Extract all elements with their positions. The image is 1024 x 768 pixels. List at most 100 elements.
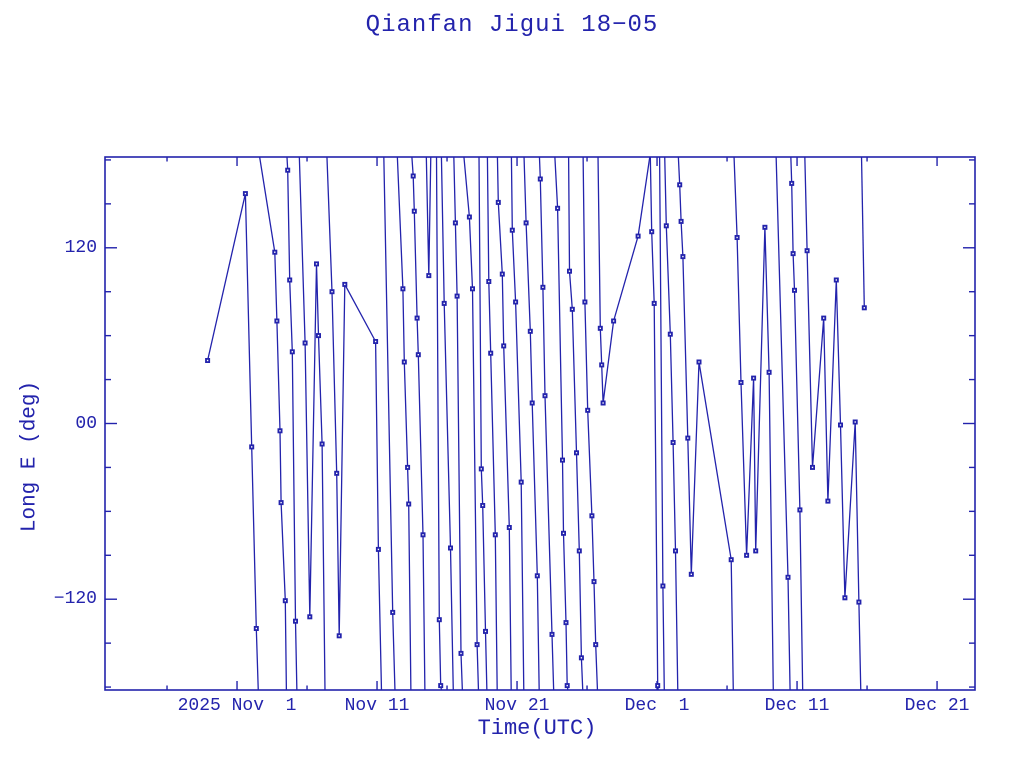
data-point-marker-center bbox=[488, 280, 490, 283]
data-point-marker-center bbox=[244, 192, 247, 195]
series-segment bbox=[567, 157, 584, 690]
data-point-marker-center bbox=[599, 327, 601, 329]
data-point-marker-center bbox=[542, 286, 544, 288]
data-point-marker-center bbox=[422, 534, 424, 536]
data-point-marker-center bbox=[529, 330, 531, 332]
series-segment bbox=[860, 157, 865, 308]
data-point-marker-center bbox=[601, 364, 603, 366]
data-point-marker-center bbox=[284, 600, 286, 602]
data-point-marker-center bbox=[561, 459, 564, 461]
data-point-marker-center bbox=[321, 443, 323, 445]
data-point-marker-center bbox=[428, 274, 430, 277]
series-segment bbox=[733, 157, 774, 690]
data-point-marker-center bbox=[680, 220, 682, 223]
series-segment bbox=[554, 157, 569, 690]
data-point-marker-center bbox=[412, 175, 414, 177]
data-point-marker-center bbox=[291, 351, 293, 353]
data-point-marker-center bbox=[468, 216, 471, 218]
data-point-marker-center bbox=[562, 532, 565, 534]
data-point-marker-center bbox=[514, 301, 517, 303]
data-point-marker-center bbox=[587, 409, 589, 411]
series-segment bbox=[425, 157, 432, 276]
data-point-marker-center bbox=[565, 621, 567, 624]
data-point-marker-center bbox=[408, 503, 410, 505]
data-point-marker-center bbox=[406, 466, 409, 469]
series-segment bbox=[298, 157, 326, 690]
data-point-marker-center bbox=[490, 352, 492, 354]
series-segment bbox=[510, 157, 525, 690]
data-point-marker-center bbox=[556, 207, 559, 209]
data-point-marker-center bbox=[764, 226, 766, 228]
data-point-marker-center bbox=[456, 295, 458, 297]
data-point-marker-center bbox=[476, 643, 478, 646]
data-point-marker-center bbox=[755, 550, 757, 552]
data-point-marker-center bbox=[417, 354, 419, 356]
data-point-marker-center bbox=[374, 340, 377, 343]
data-point-marker-center bbox=[480, 468, 482, 470]
data-point-marker-center bbox=[280, 501, 282, 504]
data-point-marker-center bbox=[344, 283, 346, 286]
data-point-marker-center bbox=[484, 630, 487, 633]
data-point-marker-center bbox=[679, 184, 681, 186]
data-point-marker-center bbox=[651, 231, 653, 233]
series-segment bbox=[453, 157, 463, 690]
data-point-marker-center bbox=[460, 652, 462, 655]
series-segment bbox=[664, 157, 679, 690]
x-tick-label: Nov 11 bbox=[344, 696, 410, 716]
series-segment bbox=[775, 157, 791, 690]
data-point-marker-center bbox=[791, 182, 793, 185]
data-point-marker-center bbox=[571, 308, 573, 310]
data-point-marker-center bbox=[508, 526, 510, 529]
data-point-marker-center bbox=[799, 509, 801, 511]
data-point-marker-center bbox=[793, 289, 796, 291]
data-point-marker-center bbox=[255, 627, 257, 630]
data-point-marker-center bbox=[730, 559, 732, 561]
data-point-marker-center bbox=[206, 359, 209, 362]
data-point-marker-center bbox=[823, 317, 825, 319]
data-point-marker-center bbox=[544, 395, 546, 397]
data-point-marker-center bbox=[844, 597, 846, 599]
data-point-marker-center bbox=[835, 279, 837, 281]
data-point-marker-center bbox=[669, 333, 671, 335]
data-point-marker-center bbox=[653, 302, 655, 305]
data-point-marker-center bbox=[338, 635, 340, 637]
data-point-marker-center bbox=[551, 633, 553, 636]
data-point-marker-center bbox=[482, 504, 484, 507]
series-segment bbox=[258, 157, 288, 690]
series-segment bbox=[440, 157, 454, 690]
data-point-marker-center bbox=[294, 620, 297, 622]
data-point-marker-center bbox=[657, 684, 659, 687]
data-point-marker-center bbox=[854, 421, 856, 423]
x-tick-label: 2025 Nov 1 bbox=[177, 696, 297, 716]
series-segment bbox=[435, 157, 443, 690]
data-point-marker-center bbox=[494, 534, 496, 536]
data-point-marker-center bbox=[315, 263, 318, 265]
series-segment bbox=[649, 157, 659, 690]
series-segment bbox=[677, 157, 734, 690]
data-point-marker-center bbox=[503, 345, 505, 347]
data-point-marker-center bbox=[690, 573, 692, 575]
data-point-marker-center bbox=[682, 255, 684, 258]
x-axis-title: Time(UTC) bbox=[477, 716, 597, 741]
data-point-marker-center bbox=[440, 684, 442, 687]
data-point-marker-center bbox=[377, 548, 380, 551]
data-point-marker-center bbox=[274, 251, 276, 253]
series-segment bbox=[790, 157, 804, 690]
data-point-marker-center bbox=[438, 619, 440, 621]
data-point-marker-center bbox=[501, 273, 503, 275]
data-point-marker-center bbox=[602, 402, 604, 404]
y-tick-label: 120 bbox=[64, 237, 97, 258]
series-segment bbox=[523, 157, 540, 690]
data-point-marker-center bbox=[687, 437, 689, 439]
chart-title: Qianfan Jigui 18−05 bbox=[365, 12, 659, 39]
series-segment bbox=[496, 157, 512, 690]
series-segment bbox=[658, 157, 665, 690]
data-point-marker-center bbox=[287, 169, 289, 171]
data-point-marker-center bbox=[665, 225, 667, 227]
data-point-marker-center bbox=[568, 270, 571, 272]
data-point-marker-center bbox=[539, 178, 541, 180]
data-point-marker-center bbox=[511, 229, 513, 231]
series-segment bbox=[538, 157, 555, 690]
